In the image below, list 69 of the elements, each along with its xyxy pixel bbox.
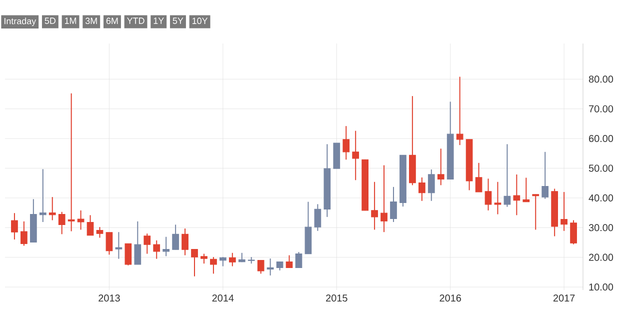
candlestick (418, 176, 426, 202)
candlestick (11, 212, 18, 240)
candlestick (191, 248, 198, 277)
candlestick (20, 220, 28, 246)
candlestick (390, 186, 397, 222)
candlestick (77, 210, 84, 230)
x-tick-label: 2014 (212, 294, 234, 302)
candlestick (266, 258, 274, 276)
text: 1M (64, 18, 76, 24)
candlestick (106, 232, 113, 256)
candlestick (86, 214, 94, 236)
candlestick (352, 130, 360, 181)
candlestick (560, 191, 568, 232)
candlestick (542, 151, 549, 200)
candlestick (456, 76, 464, 146)
text: 3M (85, 18, 97, 24)
y-tick-label: 60.00 (589, 135, 614, 142)
y-tick-label: 20.00 (589, 254, 614, 261)
candlestick (522, 177, 530, 202)
candlestick (570, 220, 577, 245)
candlestick (484, 178, 492, 211)
x-tick-label: 2016 (440, 294, 461, 302)
candlestick (504, 144, 511, 208)
text: 6M (106, 18, 118, 24)
candlestick (162, 236, 170, 257)
y-tick-label: 50.00 (588, 164, 614, 172)
text: 5D (44, 18, 56, 24)
candlestick (228, 252, 236, 267)
candlestick (48, 196, 56, 221)
y-tick-label: 70.00 (589, 105, 614, 112)
candlestick (172, 224, 179, 250)
text: 10Y (192, 18, 208, 24)
x-tick-label: 2017 (553, 294, 575, 302)
x-tick-label: 2013 (98, 294, 120, 302)
text: 5Y (172, 18, 184, 24)
candlestick (513, 174, 520, 216)
candlestick (220, 256, 226, 267)
y-tick-label: 40.00 (588, 194, 614, 202)
candlestick (68, 92, 75, 232)
candlestick (475, 162, 482, 192)
candlestick (295, 251, 302, 268)
candlestick (437, 148, 444, 186)
candlestick (380, 164, 388, 233)
candlestick (428, 168, 435, 202)
text: 1Y (154, 18, 164, 24)
candlestick (124, 243, 132, 266)
text: Intraday (4, 18, 36, 26)
candlestick (144, 233, 151, 254)
candlestick (342, 126, 350, 160)
candlestick (371, 181, 378, 230)
y-tick-label: 30.00 (588, 224, 614, 232)
candlestick (200, 253, 208, 264)
candlestick (153, 240, 160, 260)
candlestick (58, 211, 66, 235)
candlestick (314, 204, 322, 232)
candlestick (115, 232, 122, 260)
candlestick (286, 254, 293, 268)
candlestick (134, 220, 142, 265)
text: YTD (127, 18, 144, 24)
candlestick (532, 194, 540, 230)
y-tick-label: 80.00 (588, 76, 614, 83)
candlestick (210, 256, 217, 274)
candlestick (494, 181, 502, 215)
candlestick (96, 226, 104, 238)
candlestick (257, 260, 264, 274)
y-tick-label: 10.00 (589, 284, 614, 291)
candlestick (39, 168, 46, 222)
x-tick-label: 2015 (326, 294, 348, 302)
candlestick (182, 228, 188, 256)
